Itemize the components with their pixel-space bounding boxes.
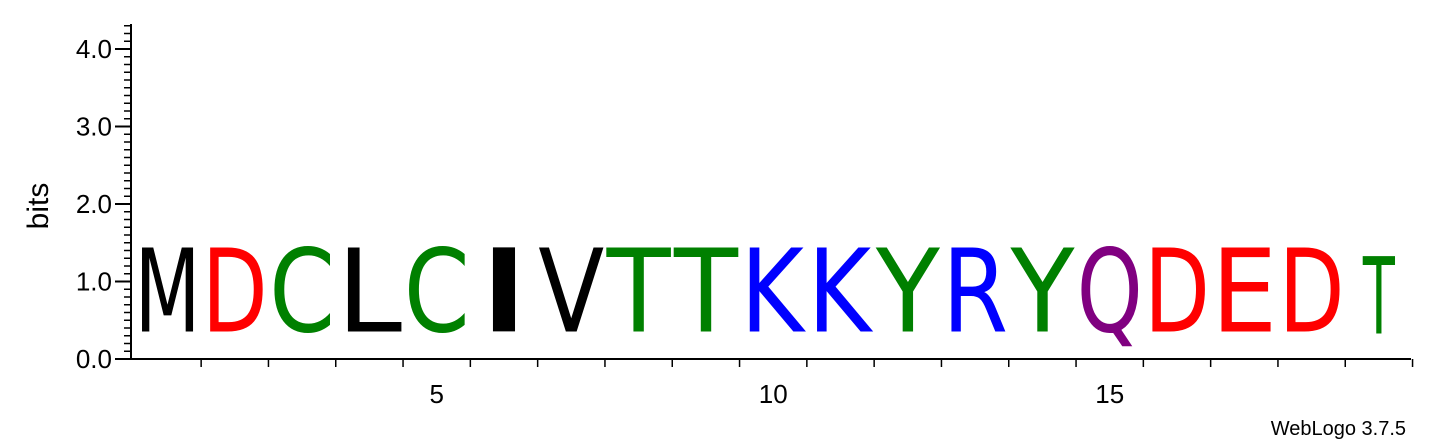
x-ticks: 5 10 15 bbox=[200, 359, 1414, 409]
y-tick-label: 4.0 bbox=[76, 34, 112, 64]
x-tick-label: 10 bbox=[759, 379, 788, 409]
y-axis-label: bits bbox=[22, 183, 55, 230]
y-axis: 0.0 1.0 2.0 3.0 4.0 bbox=[76, 24, 132, 374]
residue-letter: Q bbox=[1077, 224, 1143, 359]
residue-letter: M bbox=[135, 225, 201, 359]
weblogo-credit: WebLogo 3.7.5 bbox=[1271, 418, 1406, 440]
y-minor-ticks bbox=[124, 25, 131, 352]
residue-letter: T bbox=[673, 225, 739, 359]
residue-letter: D bbox=[1279, 225, 1345, 359]
x-axis: 5 10 15 bbox=[131, 358, 1414, 409]
residue-letter: C bbox=[269, 224, 335, 359]
y-tick-label: 1.0 bbox=[76, 267, 112, 297]
residue-letter: E bbox=[1211, 224, 1277, 358]
residue-letter: L bbox=[336, 226, 402, 359]
x-tick-label: 15 bbox=[1095, 379, 1124, 409]
residue-letter: T bbox=[606, 225, 672, 359]
residue-letter: R bbox=[942, 224, 1008, 358]
y-tick-label: 2.0 bbox=[76, 189, 112, 219]
residue-letter: I bbox=[471, 224, 537, 358]
residue-letter: T bbox=[1362, 235, 1395, 359]
residue-letter: D bbox=[1144, 225, 1210, 359]
residue-letter: C bbox=[404, 224, 470, 359]
y-tick-label: 0.0 bbox=[76, 344, 112, 374]
y-tick-label: 3.0 bbox=[76, 112, 112, 142]
x-tick-label: 5 bbox=[429, 379, 443, 409]
residue-letter: K bbox=[740, 225, 806, 359]
residue-letter: V bbox=[538, 225, 604, 359]
residue-letter: D bbox=[202, 225, 268, 359]
y-major-ticks: 0.0 1.0 2.0 3.0 4.0 bbox=[76, 34, 131, 374]
residue-letter: K bbox=[808, 225, 874, 359]
residue-letter: Y bbox=[875, 225, 941, 359]
residue-letter: Y bbox=[1009, 225, 1075, 359]
